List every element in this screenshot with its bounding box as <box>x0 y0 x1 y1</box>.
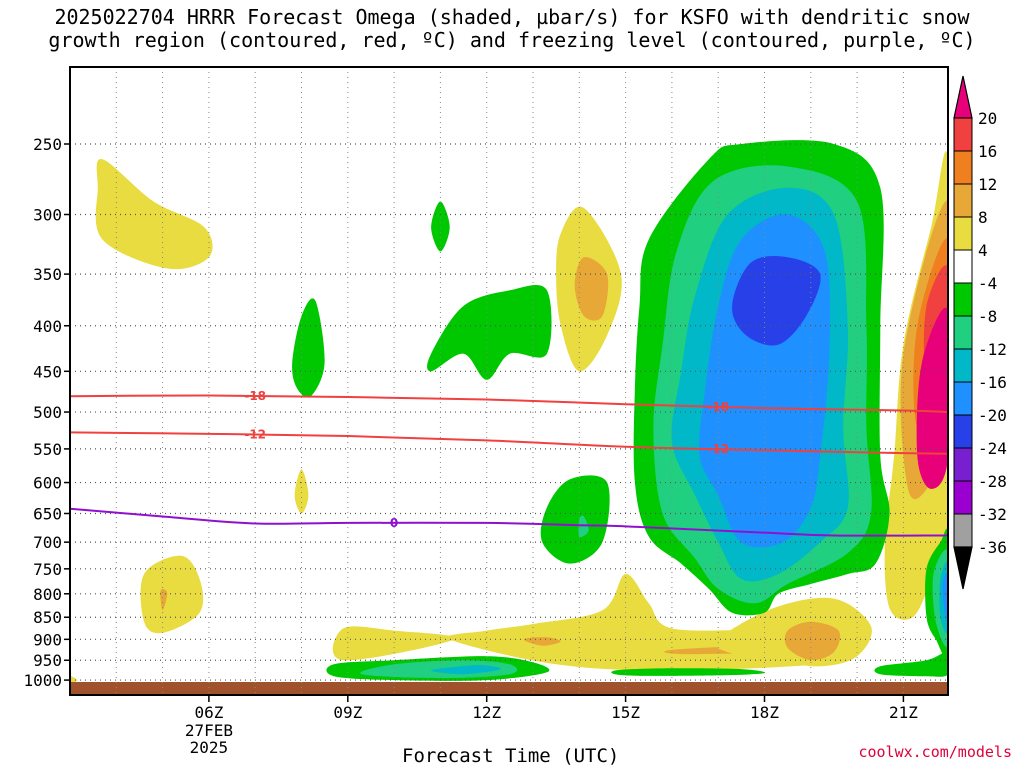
y-tick-label-300: 300 <box>33 206 62 225</box>
colorbar-label-12: -32 <box>978 505 1007 524</box>
colorbar-cell-8 <box>953 348 973 383</box>
contour-line--12 <box>70 431 948 455</box>
colorbar-cell-6 <box>953 282 973 317</box>
x-date-label-0: 27FEB <box>185 721 233 740</box>
omega-region-9 <box>784 621 841 661</box>
contour-label--18-0: -18 <box>244 389 266 403</box>
omega-region-3 <box>294 469 309 514</box>
credit-link[interactable]: coolwx.com/models <box>858 743 1012 761</box>
x-tick-label-09Z: 09Z <box>333 703 362 722</box>
y-tick-label-950: 950 <box>33 651 62 670</box>
y-tick-label-750: 750 <box>33 560 62 579</box>
y-tick-label-600: 600 <box>33 474 62 493</box>
y-tick-label-800: 800 <box>33 585 62 604</box>
omega-region-26 <box>427 285 552 380</box>
colorbar-cell-11 <box>953 447 973 482</box>
colorbar-label-7: -12 <box>978 340 1007 359</box>
plot-frame <box>69 66 949 696</box>
y-tick-label-450: 450 <box>33 362 62 381</box>
omega-region-1 <box>140 555 204 634</box>
y-tick-label-250: 250 <box>33 135 62 154</box>
contour-lines: -18 -18 -12 -12 0 <box>70 389 948 537</box>
omega-region-25 <box>431 201 450 252</box>
colorbar-cell-10 <box>953 414 973 449</box>
x-tick-label-21Z: 21Z <box>889 703 918 722</box>
colorbar-cell-3 <box>953 183 973 218</box>
omega-region-6 <box>523 637 561 646</box>
colorbar-cell-2 <box>953 150 973 185</box>
contour-label--18-1: -18 <box>707 400 729 414</box>
omega-region-16 <box>916 308 948 489</box>
colorbar-cell-13 <box>953 513 973 548</box>
chart-title: 2025022704 HRRR Forecast Omega (shaded, … <box>0 6 1024 52</box>
colorbar-label-9: -20 <box>978 406 1007 425</box>
y-tick-label-400: 400 <box>33 317 62 336</box>
x-tick-label-12Z: 12Z <box>472 703 501 722</box>
y-tick-label-650: 650 <box>33 504 62 523</box>
omega-region-11 <box>574 256 609 321</box>
colorbar-label-11: -28 <box>978 472 1007 491</box>
colorbar-arrow-bottom <box>953 546 973 590</box>
colorbar-arrow-top <box>953 75 973 119</box>
omega-shading <box>70 140 948 684</box>
y-tick-label-1000: 1000 <box>23 671 62 690</box>
colorbar-cell-4 <box>953 216 973 251</box>
colorbar-cell-1 <box>953 117 973 152</box>
colorbar-label-4: 4 <box>978 241 988 260</box>
x-axis-label: Forecast Time (UTC) <box>402 745 620 767</box>
contour-label-0-0: 0 <box>390 516 398 530</box>
omega-region-24 <box>292 298 325 398</box>
chart-title-line1: 2025022704 HRRR Forecast Omega (shaded, … <box>54 5 970 29</box>
omega-region-35 <box>942 572 948 624</box>
colorbar-cell-5 <box>953 249 973 284</box>
y-tick-label-850: 850 <box>33 608 62 627</box>
omega-region-22 <box>540 475 610 564</box>
omega-region-31 <box>874 651 948 677</box>
omega-region-0 <box>95 158 213 270</box>
omega-region-23 <box>578 515 589 538</box>
omega-region-21 <box>732 256 821 346</box>
omega-region-4 <box>332 626 456 661</box>
x-tick-label-18Z: 18Z <box>750 703 779 722</box>
y-tick-label-700: 700 <box>33 533 62 552</box>
colorbar-cell-12 <box>953 480 973 515</box>
colorbar-cell-9 <box>953 381 973 416</box>
y-tick-label-550: 550 <box>33 440 62 459</box>
colorbar-label-10: -24 <box>978 439 1007 458</box>
colorbar-label-1: 16 <box>978 142 997 161</box>
colorbar-label-8: -16 <box>978 373 1007 392</box>
contour-label--12-0: -12 <box>244 428 266 442</box>
x-date-label-1: 2025 <box>190 738 229 757</box>
colorbar-label-5: -4 <box>978 274 997 293</box>
contour-label--12-1: -12 <box>707 442 729 456</box>
colorbar-label-3: 8 <box>978 208 988 227</box>
x-tick-label-06Z: 06Z <box>194 703 223 722</box>
contour-line-0 <box>70 507 948 537</box>
x-tick-label-15Z: 15Z <box>611 703 640 722</box>
colorbar-label-13: -36 <box>978 538 1007 557</box>
ground-strip <box>70 682 948 695</box>
y-tick-label-900: 900 <box>33 630 62 649</box>
colorbar-cell-7 <box>953 315 973 350</box>
colorbar-label-2: 12 <box>978 175 997 194</box>
contour-line--18 <box>70 394 948 414</box>
colorbar-label-6: -8 <box>978 307 997 326</box>
colorbar: 20 16 12 8 4 -4 -8 -12 -16 -20 -24 -28 -32 -36 <box>953 75 1007 590</box>
y-tick-label-500: 500 <box>33 403 62 422</box>
omega-region-30 <box>611 668 766 676</box>
chart-title-line2: growth region (contoured, red, ºC) and f… <box>48 28 976 52</box>
colorbar-label-0: 20 <box>978 109 997 128</box>
omega-region-29 <box>430 665 501 675</box>
y-axis: 250 300 350 400 450 500 550 600 650 700 750 800 850 9… <box>23 135 70 690</box>
y-tick-label-350: 350 <box>33 265 62 284</box>
